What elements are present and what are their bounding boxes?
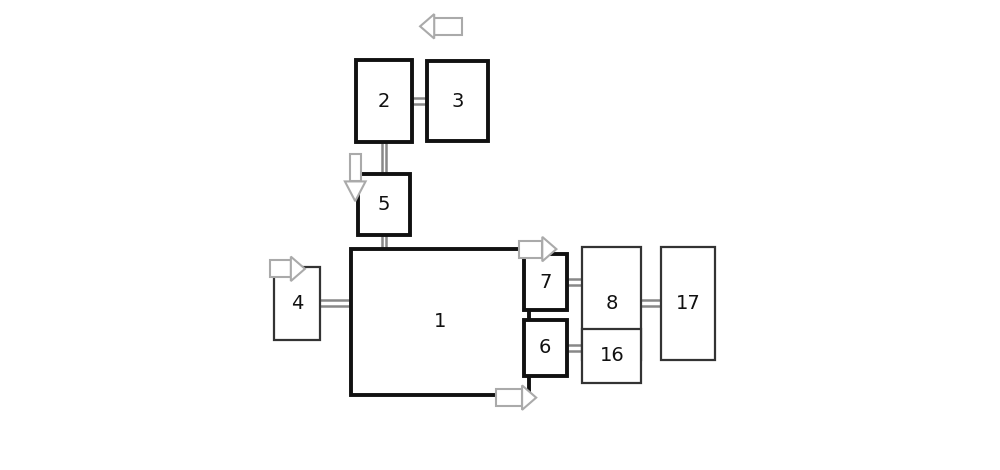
Bar: [524, 320, 567, 376]
Bar: [356, 60, 412, 142]
Polygon shape: [420, 14, 434, 39]
Polygon shape: [345, 181, 366, 201]
Polygon shape: [522, 385, 536, 410]
Bar: [427, 61, 488, 141]
Bar: [358, 174, 410, 235]
Text: 2: 2: [378, 92, 390, 110]
Polygon shape: [291, 257, 305, 281]
Text: 17: 17: [676, 294, 700, 313]
Bar: [434, 18, 462, 35]
Text: 1: 1: [434, 313, 446, 331]
Bar: [270, 260, 291, 277]
Bar: [582, 329, 641, 383]
Text: 16: 16: [599, 346, 624, 365]
Bar: [519, 241, 542, 258]
Text: 6: 6: [539, 338, 551, 357]
Bar: [496, 389, 522, 406]
Bar: [524, 254, 567, 310]
Bar: [582, 247, 641, 360]
Polygon shape: [542, 237, 556, 261]
Text: 3: 3: [452, 92, 464, 110]
Bar: [351, 249, 529, 395]
Bar: [350, 154, 361, 181]
Bar: [274, 267, 320, 339]
Text: 8: 8: [606, 294, 618, 313]
Text: 4: 4: [291, 294, 303, 313]
Bar: [661, 247, 715, 360]
Text: 5: 5: [378, 195, 390, 214]
Text: 7: 7: [539, 273, 551, 291]
